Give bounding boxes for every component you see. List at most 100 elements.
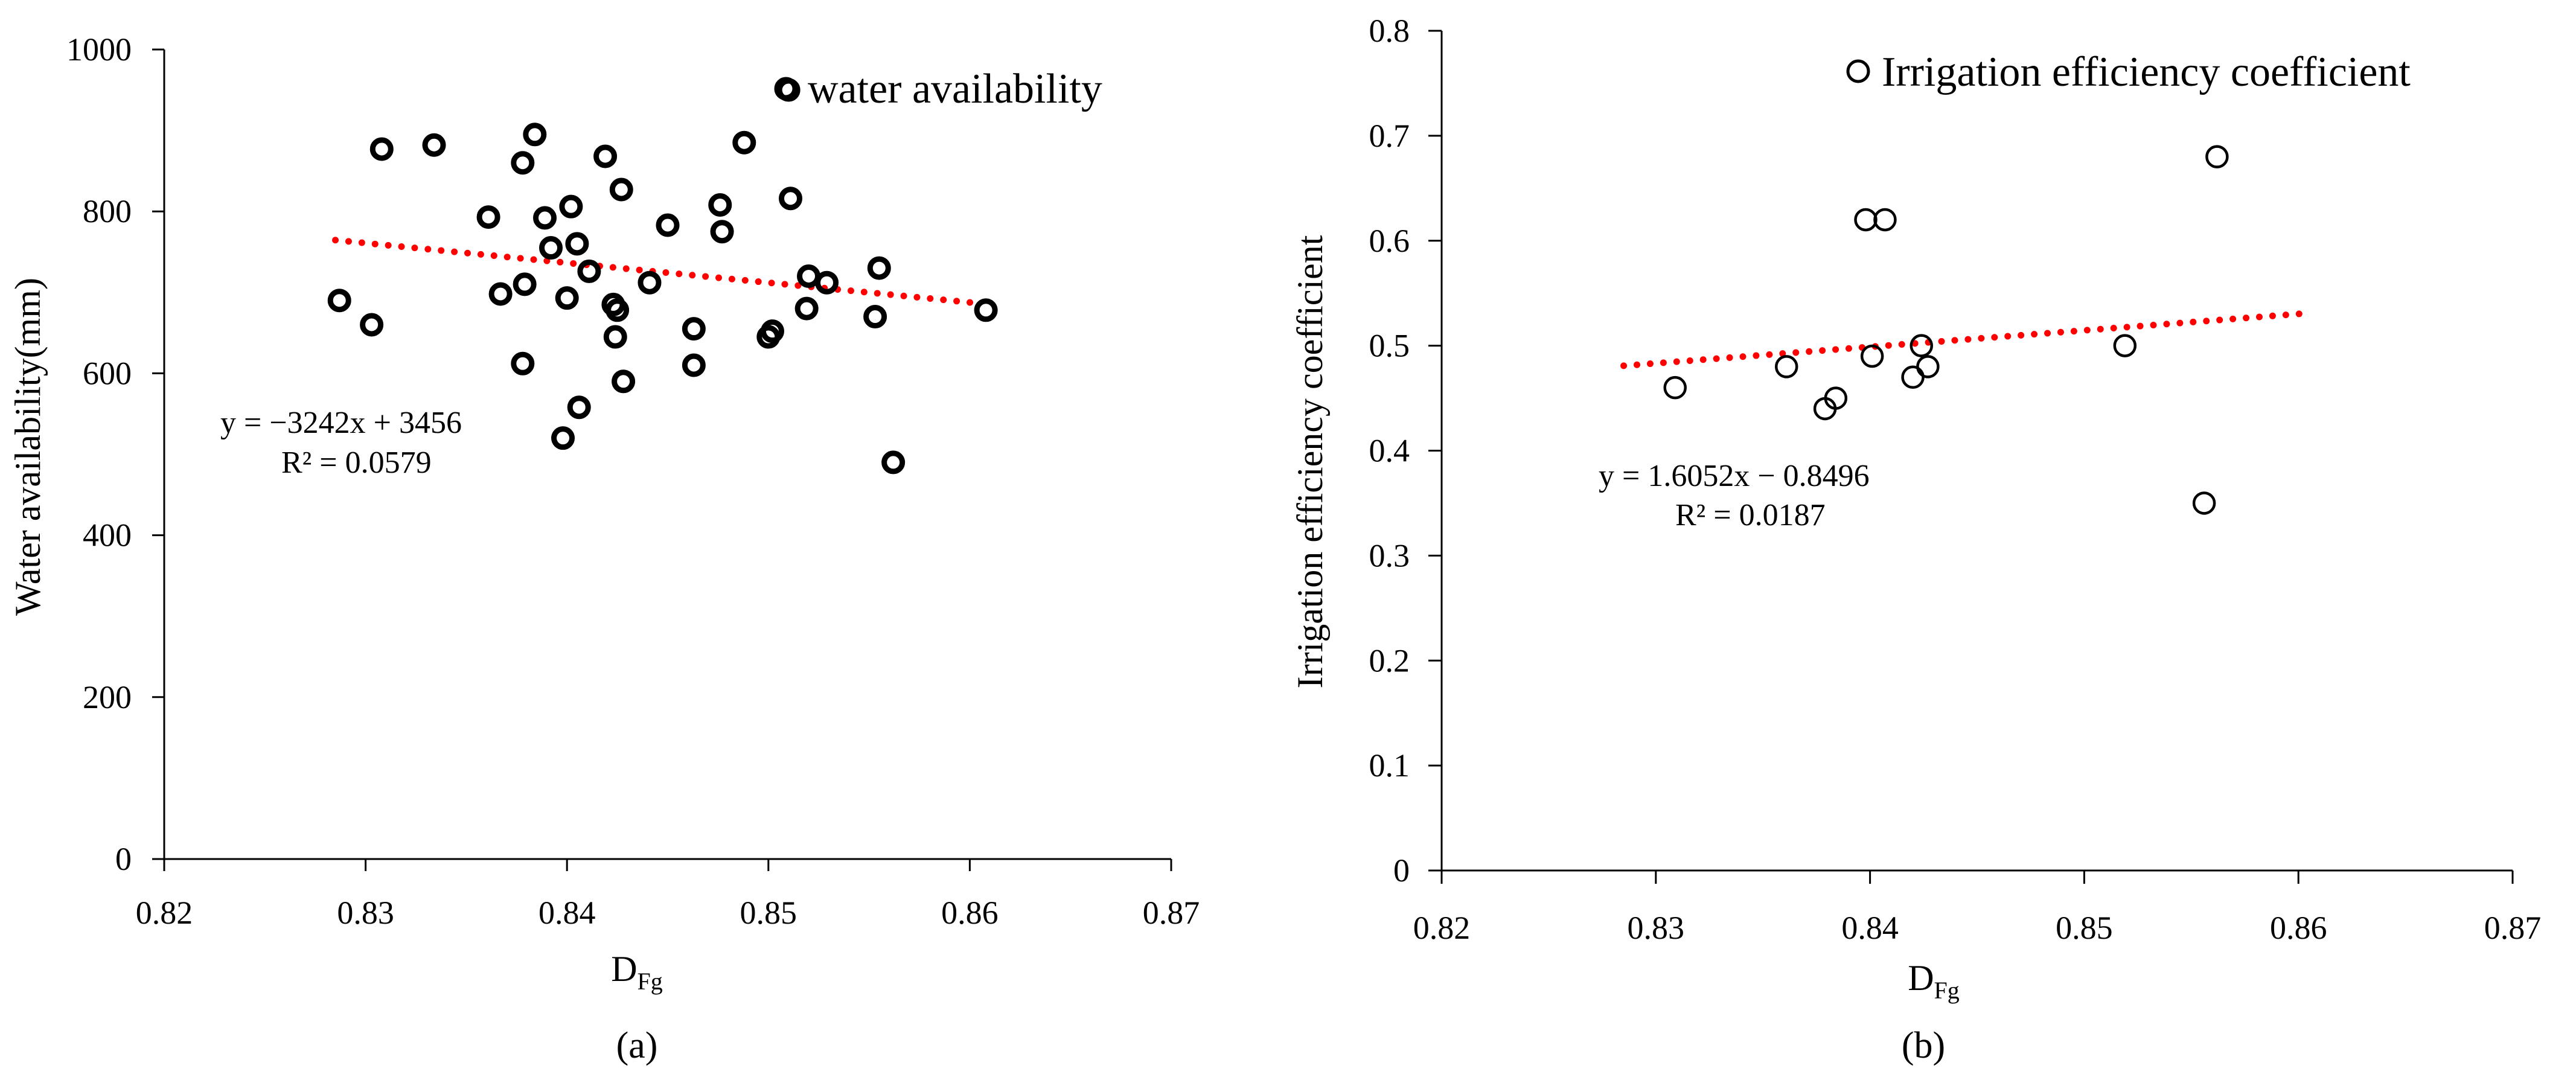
chart-b-y-tick-label: 0 [1393, 852, 1410, 889]
chart-b-data-point [1916, 355, 1940, 379]
chart-b-data-point [2192, 491, 2216, 515]
chart-b-y-tick-label: 0.7 [1369, 118, 1410, 154]
chart-a-data-point [881, 450, 906, 474]
chart-b-y-tick-label: 0.3 [1369, 537, 1410, 573]
chart-a-data-point [760, 319, 784, 343]
chart-a-data-point [513, 272, 537, 296]
chart-a-data-point [369, 137, 394, 161]
chart-a-y-axis-title: Water availability(mm) [8, 278, 48, 616]
chart-b-data-point [1824, 386, 1848, 410]
chart-a-x-tick-label: 0.87 [1143, 895, 1200, 931]
chart-b-trendline [1620, 310, 2313, 369]
chart-a-data-point [488, 282, 513, 306]
chart-b-y-tick-label: 0.6 [1369, 223, 1410, 259]
chart-a-data-point [612, 369, 636, 394]
chart-a-x-tick-label: 0.86 [941, 895, 999, 931]
chart-b-x-axis-title: DFg [1908, 958, 1960, 1004]
chart-a-data-point [682, 353, 706, 377]
chart-b-data-point [2205, 145, 2229, 168]
chart-b-x-tick-label: 0.82 [1413, 910, 1471, 946]
chart-a-data-point [577, 259, 601, 283]
chart-a-x-tick-label: 0.83 [337, 895, 394, 931]
chart-a-panel-label: (a) [616, 1025, 658, 1066]
chart-a-data-point [778, 187, 802, 211]
chart-b-x-tick-label: 0.84 [1841, 910, 1899, 946]
chart-b-trendline-group [1620, 310, 2313, 369]
chart-a-data-point [732, 130, 756, 155]
chart-a-x-tick-label: 0.84 [539, 895, 596, 931]
chart-a-data-point [523, 123, 547, 147]
chart-b-x-tick-labels: 0.82 0.83 0.84 0.85 0.86 0.87 [1413, 910, 2542, 946]
chart-b-y-tick-labels: 0 0.1 0.2 0.3 0.4 0.5 0.6 0.7 0.8 [1369, 13, 1410, 889]
chart-b-data-point [1663, 375, 1687, 400]
chart-a-data-point [656, 213, 680, 237]
chart-b-data-point [1873, 208, 1897, 232]
chart-b-x-axis-title-main: D [1908, 958, 1934, 998]
chart-b-data-point [1910, 334, 1934, 357]
chart-a-data-point [360, 313, 384, 337]
chart-a-data-point [593, 144, 618, 168]
chart-a-data-point [511, 351, 535, 375]
chart-b-r-squared: R² = 0.0187 [1675, 498, 1826, 532]
chart-a-data-point [974, 298, 998, 322]
chart-a-data-point [638, 270, 662, 295]
chart-b-data-point [2113, 334, 2137, 357]
chart-b-y-tick-label: 0.1 [1369, 747, 1410, 784]
chart-a-data-point [565, 232, 589, 256]
chart-a-data-point [708, 193, 732, 217]
chart-b-points [1663, 145, 2229, 515]
chart-panel-b: 00.10.20.30.40.50.60.70.8 0.82 0.83 0.84 0.… [1290, 13, 2541, 1066]
chart-a-legend-marker [774, 77, 798, 101]
chart-a-points [327, 78, 998, 474]
chart-a-x-tick-label: 0.82 [136, 895, 193, 931]
chart-a-data-point [551, 426, 575, 450]
chart-a-data-point [606, 298, 630, 322]
chart-a-data-point [422, 133, 446, 157]
chart-b-legend-marker [1846, 59, 1870, 83]
chart-a-x-axis-title: DFg [611, 949, 663, 995]
chart-a-y-tick-label: 1000 [66, 31, 132, 68]
chart-b-panel-label: (b) [1902, 1025, 1945, 1066]
chart-a-data-point [815, 270, 839, 295]
chart-a-y-tick-label: 600 [83, 355, 132, 391]
chart-a-data-point [797, 264, 821, 288]
chart-a-data-point [327, 289, 351, 313]
chart-b-y-tick-label: 0.2 [1369, 642, 1410, 679]
chart-a-data-point [567, 395, 591, 420]
chart-a-x-tick-label: 0.85 [740, 895, 797, 931]
chart-a-data-point [603, 325, 627, 349]
chart-a-x-tick-labels: 0.82 0.83 0.84 0.85 0.86 0.87 [136, 895, 1200, 931]
chart-a-data-point [533, 206, 557, 230]
chart-a-data-point [867, 256, 891, 280]
chart-a-x-axis-title-main: D [611, 949, 637, 989]
chart-a-y-tick-label: 400 [83, 517, 132, 554]
chart-b-data-point [1774, 355, 1798, 379]
chart-b-data-point [1854, 208, 1878, 232]
chart-b-y-tick-label: 0.4 [1369, 433, 1410, 469]
chart-a-r-squared: R² = 0.0579 [281, 446, 432, 480]
chart-b-x-tick-label: 0.87 [2484, 910, 2542, 946]
chart-b-x-tick-label: 0.83 [1628, 910, 1685, 946]
chart-a-y-tick-labels: 0 200 400 600 800 1000 [66, 31, 132, 877]
chart-b-data-point [1860, 344, 1884, 368]
chart-a-data-point [476, 205, 500, 229]
chart-b-y-axis-title: Irrigation efficiency coefficient [1290, 235, 1330, 688]
chart-a-axes [152, 48, 1172, 871]
chart-a-legend-label: water availability [808, 66, 1102, 112]
chart-a-y-tick-label: 800 [83, 193, 132, 229]
chart-a-data-point [555, 286, 579, 310]
chart-a-data-point [794, 296, 819, 321]
chart-b-legend-label: Irrigation efficiency coefficient [1882, 49, 2411, 95]
chart-b-y-tick-label: 0.8 [1369, 13, 1410, 49]
chart-b-x-tick-label: 0.85 [2056, 910, 2113, 946]
chart-b-trend-equation: y = 1.6052x − 0.8496 [1599, 459, 1870, 493]
chart-a-data-point [710, 220, 734, 244]
chart-a-trendline [332, 237, 983, 307]
chart-b-data-point [1901, 365, 1925, 389]
chart-a-data-point [863, 305, 887, 329]
chart-a-trendline-group [332, 237, 983, 307]
chart-a-y-tick-label: 0 [115, 841, 132, 877]
chart-a-y-tick-label: 200 [83, 679, 132, 715]
